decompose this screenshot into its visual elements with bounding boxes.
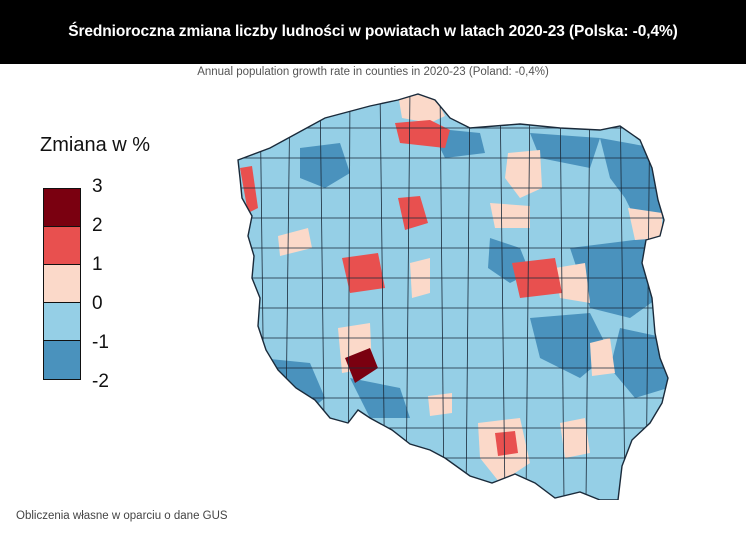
legend-tick: 2	[92, 215, 103, 236]
title-bar: Średnioroczna zmiana liczby ludności w p…	[0, 0, 746, 64]
legend-swatch-minus2-minus1	[44, 341, 80, 379]
legend-tick: 3	[92, 176, 103, 197]
legend-color-bar	[43, 188, 81, 380]
county-fills	[238, 94, 668, 500]
legend-tick: 1	[92, 254, 103, 275]
legend-swatch-1-2	[44, 227, 80, 265]
county-borders	[238, 94, 668, 500]
legend-tick: -2	[92, 371, 109, 392]
legend-tick: 0	[92, 293, 103, 314]
page-title: Średnioroczna zmiana liczby ludności w p…	[68, 23, 678, 40]
poland-county-map	[237, 93, 669, 500]
legend-swatch-minus1-0	[44, 303, 80, 341]
legend-tick: -1	[92, 332, 109, 353]
legend-swatch-2-3	[44, 189, 80, 227]
country-outline	[237, 93, 669, 500]
source-note: Obliczenia własne w oparciu o dane GUS	[16, 510, 228, 522]
legend-title: Zmiana w %	[40, 134, 151, 156]
legend-swatch-0-1	[44, 265, 80, 303]
map-subtitle: Annual population growth rate in countie…	[197, 66, 549, 78]
